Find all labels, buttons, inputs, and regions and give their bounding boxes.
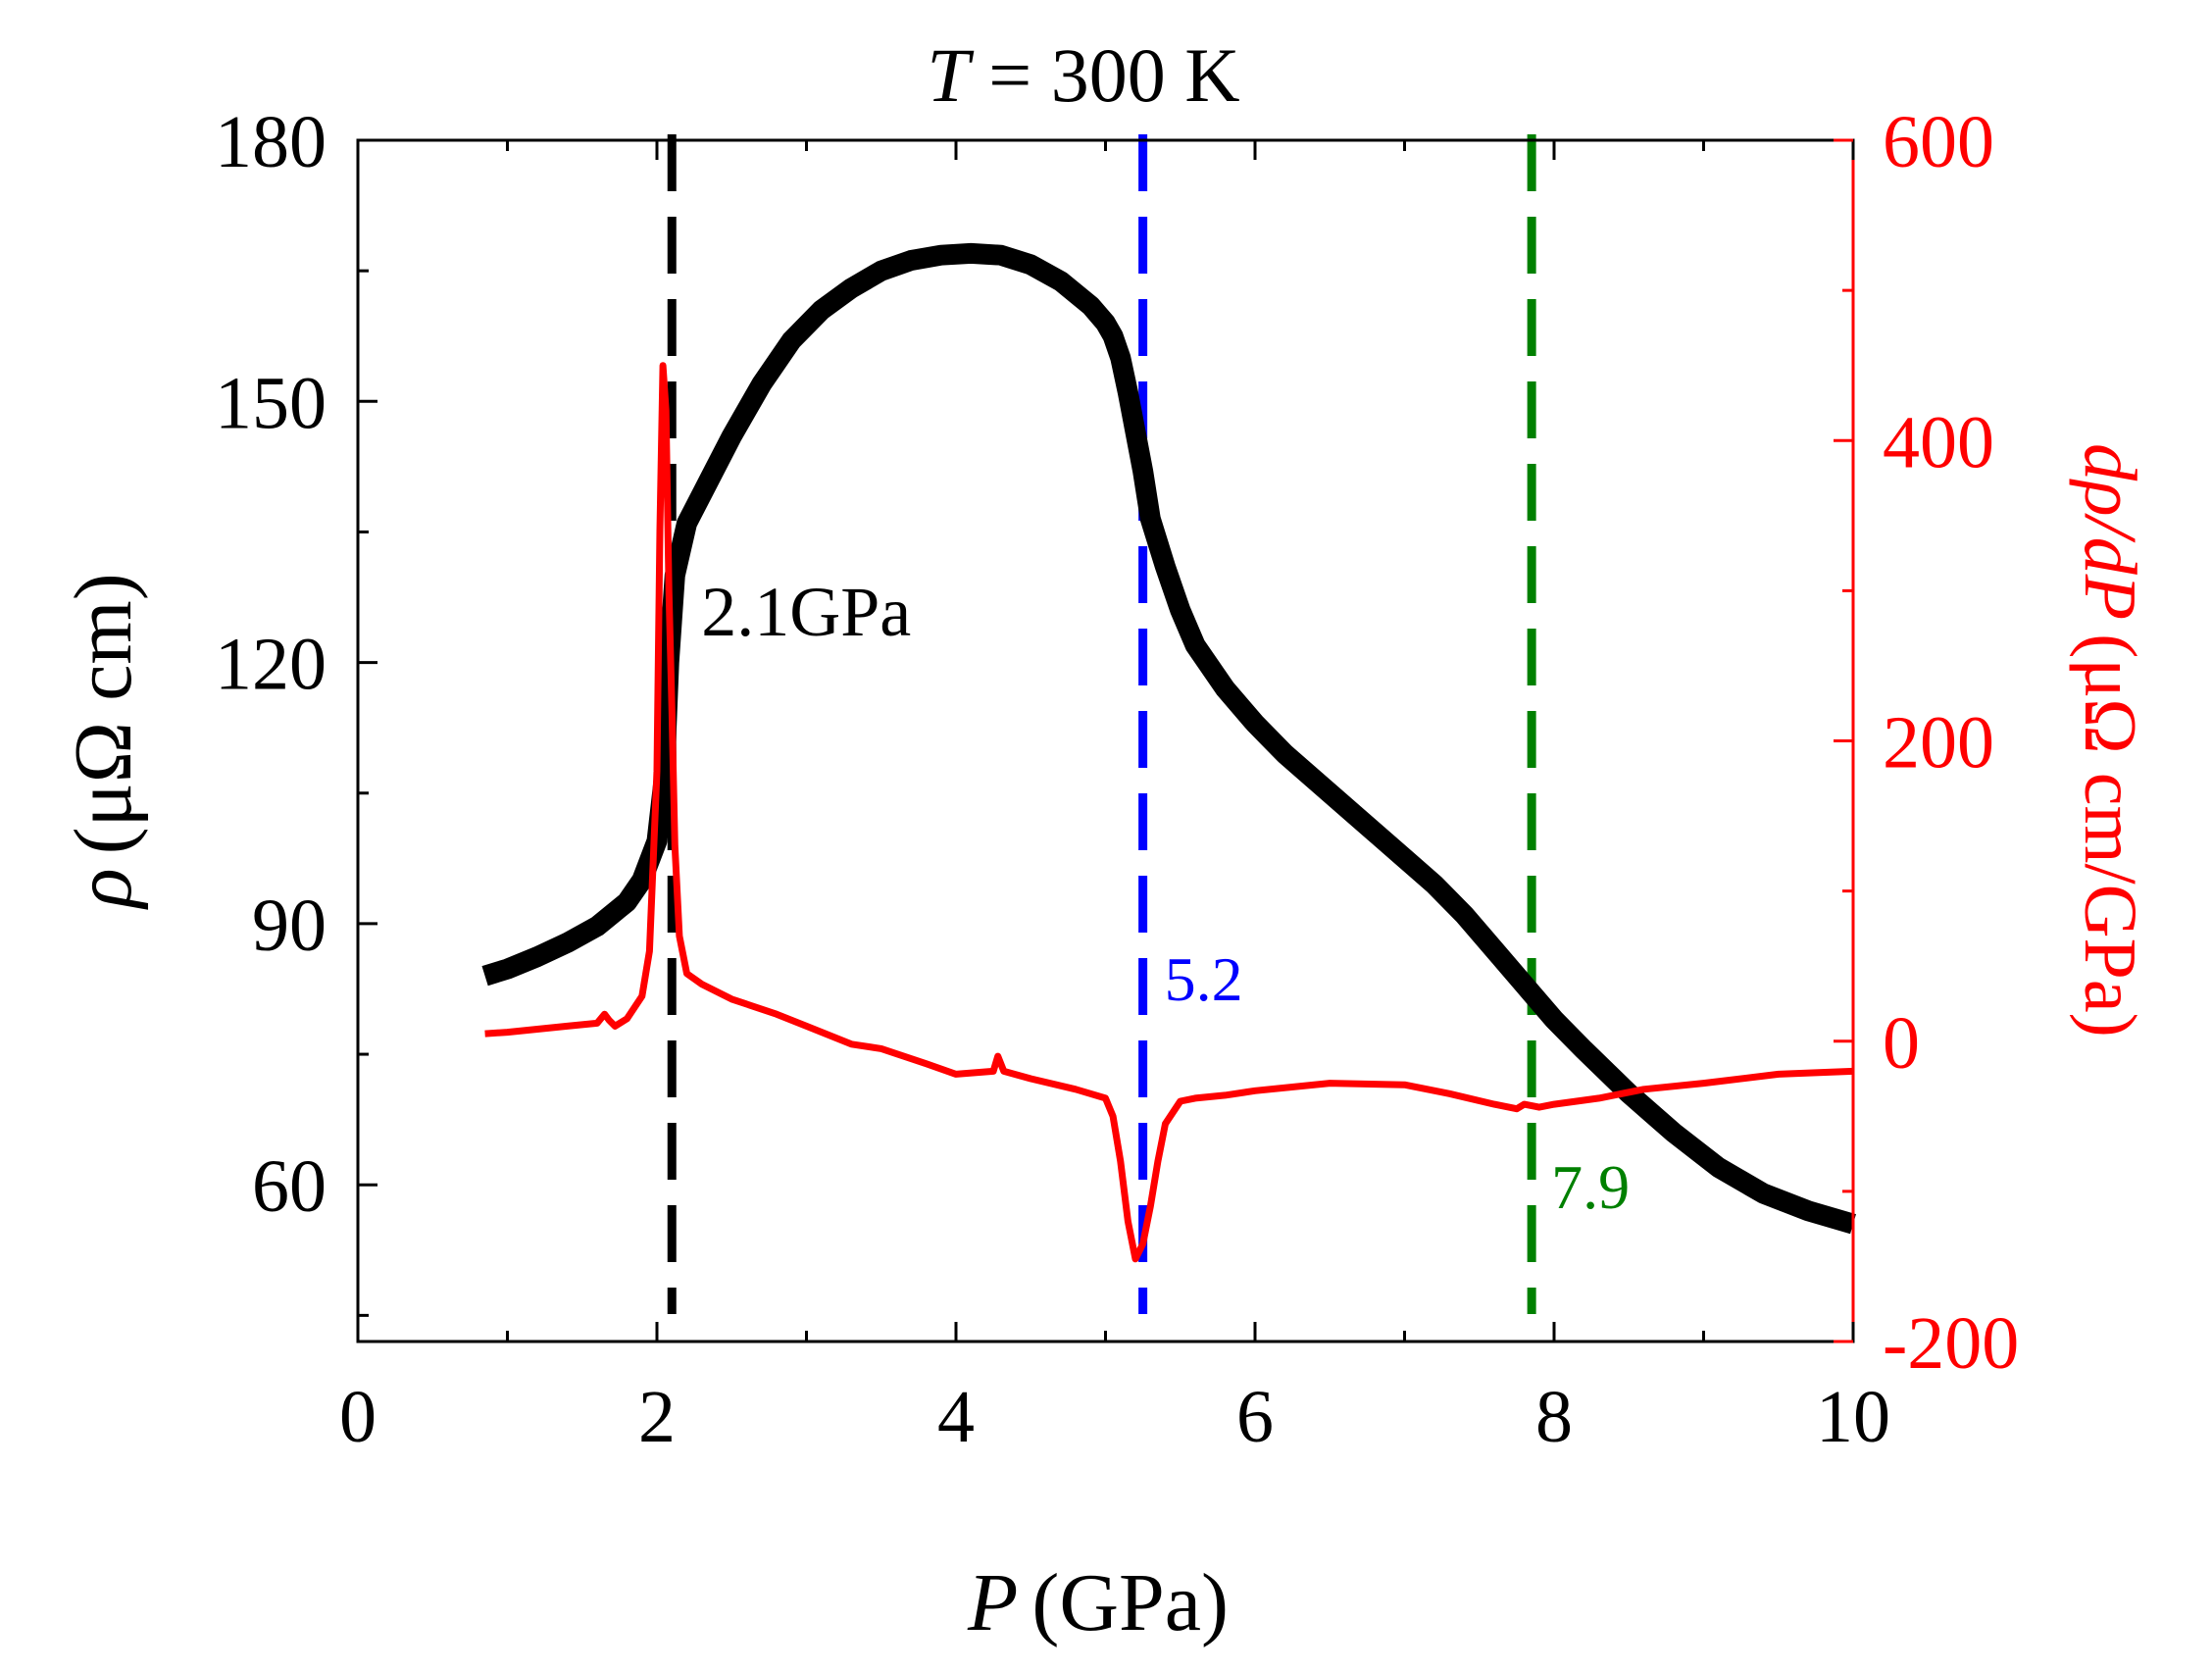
x-tick-label: 0 xyxy=(339,1376,377,1458)
y-right-symbol: dρ/dP xyxy=(2069,443,2151,620)
y-left-tick-label: 60 xyxy=(252,1145,327,1228)
title-symbol: T xyxy=(927,32,974,118)
x-axis-label: P (GPa) xyxy=(967,1557,1229,1648)
y-right-tick-label: 600 xyxy=(1883,101,1994,183)
y-axis-right-label: dρ/dP (μΩ cm/GPa) xyxy=(2069,443,2151,1038)
y-left-tick-label: 180 xyxy=(215,101,327,183)
rho-series-line xyxy=(481,242,1856,1235)
transition-label-3: 7.9 xyxy=(1551,1152,1630,1222)
y-left-unit: (μΩ cm) xyxy=(58,573,149,854)
transition-label-2: 5.2 xyxy=(1165,944,1243,1014)
y-right-tick-label: 0 xyxy=(1883,1002,1920,1085)
derivative-series-line xyxy=(484,362,1854,1263)
y-left-symbol: ρ xyxy=(58,868,149,910)
title-rest: = 300 K xyxy=(970,32,1240,118)
x-tick-label: 6 xyxy=(1236,1376,1274,1458)
tick-group xyxy=(356,138,1855,1343)
x-axis-unit: (GPa) xyxy=(1031,1557,1229,1648)
y-right-tick-label: -200 xyxy=(1883,1302,2019,1385)
y-left-tick-label: 150 xyxy=(215,362,327,444)
y-left-tick-label: 90 xyxy=(252,885,327,967)
y-right-tick-label: 200 xyxy=(1883,702,1994,785)
transition-label-group: 2.1GPa 5.2 7.9 xyxy=(701,573,1630,1222)
y-left-tick-label: 120 xyxy=(215,624,327,706)
y-right-tick-label: 400 xyxy=(1883,401,1994,483)
y-axis-left-label: ρ (μΩ cm) xyxy=(58,573,149,910)
transition-label-1: 2.1GPa xyxy=(701,573,911,651)
series-group xyxy=(481,242,1856,1263)
tick-label-group: 0 2 4 6 8 10 60 90 120 150 180 -200 0 200 400 600 xyxy=(215,101,2019,1458)
chart-title: T = 300 K xyxy=(927,32,1239,118)
x-tick-label: 4 xyxy=(937,1376,975,1458)
y-right-unit: (μΩ cm/GPa) xyxy=(2069,633,2151,1038)
x-tick-label: 2 xyxy=(638,1376,676,1458)
x-axis-symbol: P xyxy=(967,1557,1018,1648)
x-tick-label: 8 xyxy=(1535,1376,1573,1458)
x-tick-label: 10 xyxy=(1816,1376,1890,1458)
